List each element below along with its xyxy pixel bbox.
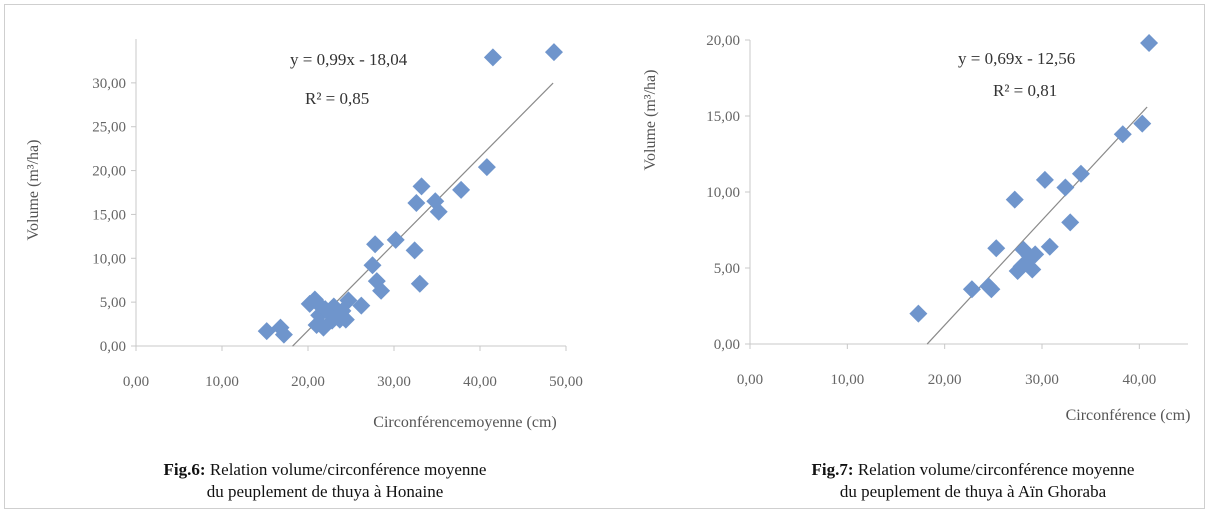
page-frame (4, 4, 1205, 509)
y-tick-label: 5,00 (100, 295, 126, 311)
data-point (274, 325, 293, 344)
scatter-chart-ain-ghoraba: 0,00 5,00 10,00 15,00 20,00 0,00 10,00 20,00 30,… (642, 33, 1191, 424)
x-axis-title: Circonférencemoyenne (cm) (373, 414, 556, 431)
y-axis-title: Volume (m³/ha) (25, 140, 42, 241)
x-tick-label: 20,00 (928, 372, 962, 388)
y-tick-label: 20,00 (706, 33, 740, 49)
data-point (410, 274, 429, 293)
data-point (1061, 213, 1080, 232)
x-tick-label: 30,00 (1025, 372, 1059, 388)
caption-line-2: du peuplement de thuya à Aïn Ghoraba (839, 482, 1107, 501)
x-tick-label: 10,00 (205, 374, 239, 390)
data-point (1071, 164, 1090, 183)
data-point (987, 239, 1006, 258)
chart-panel-honaine: 0,00 5,00 10,00 15,00 20,00 25,00 30,00 0,00 10,… (0, 0, 604, 513)
data-point (372, 281, 391, 300)
data-point (1026, 245, 1045, 264)
data-point (257, 322, 276, 341)
data-point (429, 202, 448, 221)
y-tick-label: 10,00 (706, 185, 740, 201)
caption-figure-number: Fig.6: (163, 460, 206, 479)
x-tick-label: 40,00 (1122, 372, 1156, 388)
scatter-chart-honaine: 0,00 5,00 10,00 15,00 20,00 25,00 30,00 0,00 10,… (25, 39, 583, 431)
r-squared-label: R² = 0,85 (305, 89, 369, 108)
figure-caption-ain-ghoraba: Fig.7: Relation volume/circonférence moy… (728, 459, 1211, 503)
data-point (352, 296, 371, 315)
data-point (962, 280, 981, 299)
x-tick-label: 10,00 (830, 372, 864, 388)
data-point (477, 158, 496, 177)
y-tick-label: 25,00 (92, 120, 126, 136)
caption-figure-number: Fig.7: (811, 460, 854, 479)
data-point (544, 43, 563, 62)
data-point (386, 230, 405, 249)
trendline (926, 106, 1148, 345)
x-tick-label: 40,00 (463, 374, 497, 390)
data-point (909, 304, 928, 323)
data-point (1113, 125, 1132, 144)
x-tick-label: 20,00 (291, 374, 325, 390)
caption-line-1: Relation volume/circonférence moyenne (209, 460, 487, 479)
data-point (1133, 114, 1152, 133)
data-point (1140, 34, 1159, 53)
data-point (982, 280, 1001, 299)
y-tick-label: 0,00 (714, 337, 740, 353)
data-point (452, 180, 471, 199)
x-tick-label: 50,00 (549, 374, 583, 390)
y-tick-label: 20,00 (92, 164, 126, 180)
y-tick-label: 10,00 (92, 251, 126, 267)
y-tick-label: 15,00 (706, 109, 740, 125)
x-tick-label: 0,00 (123, 374, 149, 390)
data-point (412, 177, 431, 196)
chart-panel-ain-ghoraba: 0,00 5,00 10,00 15,00 20,00 0,00 10,00 20,00 30,… (618, 0, 1211, 513)
data-point (1040, 237, 1059, 256)
data-point (1005, 190, 1024, 209)
data-point (363, 256, 382, 275)
x-tick-label: 30,00 (377, 374, 411, 390)
data-point (336, 310, 355, 329)
y-tick-label: 5,00 (714, 261, 740, 277)
x-tick-label: 0,00 (737, 372, 763, 388)
caption-line-1: Relation volume/circonférence moyenne (857, 460, 1135, 479)
regression-equation: y = 0,99x - 18,04 (290, 50, 408, 69)
data-point (405, 241, 424, 260)
regression-equation: y = 0,69x - 12,56 (958, 49, 1075, 68)
figure-caption-honaine: Fig.6: Relation volume/circonférence moy… (60, 459, 590, 503)
data-point (366, 235, 385, 254)
y-axis-title: Volume (m³/ha) (642, 70, 659, 171)
data-point (339, 291, 358, 310)
data-point (407, 194, 426, 213)
y-tick-label: 0,00 (100, 339, 126, 355)
r-squared-label: R² = 0,81 (993, 81, 1057, 100)
y-tick-label: 15,00 (92, 207, 126, 223)
x-axis-title: Circonférence (cm) (1066, 407, 1191, 424)
data-point (483, 48, 502, 67)
caption-line-2: du peuplement de thuya à Honaine (206, 482, 444, 501)
data-point (1035, 170, 1054, 189)
data-point (1056, 178, 1075, 197)
data-point (1012, 257, 1031, 276)
y-tick-label: 30,00 (92, 76, 126, 92)
